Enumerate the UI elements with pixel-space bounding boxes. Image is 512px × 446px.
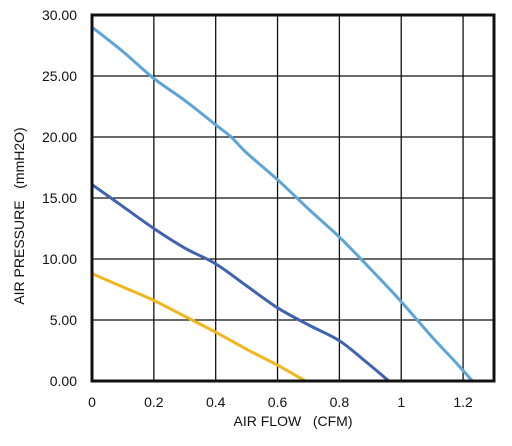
y-tick-label: 5.00 xyxy=(50,312,77,328)
series-line-2 xyxy=(90,183,391,383)
y-axis-ticks: 0.00 5.00 10.00 15.00 20.00 25.00 30.00 xyxy=(42,7,77,389)
y-tick-label: 25.00 xyxy=(42,68,77,84)
x-tick-label: 1.2 xyxy=(453,394,473,410)
x-tick-label: 1 xyxy=(397,394,405,410)
x-axis-ticks: 0 0.2 0.4 0.6 0.8 1 1.2 xyxy=(88,394,473,410)
y-tick-label: 20.00 xyxy=(42,129,77,145)
series-lines xyxy=(90,25,474,383)
y-tick-label: 30.00 xyxy=(42,7,77,23)
x-tick-label: 0.6 xyxy=(268,394,288,410)
x-tick-label: 0 xyxy=(88,394,96,410)
y-tick-label: 0.00 xyxy=(50,373,77,389)
grid-lines xyxy=(92,15,494,381)
y-axis-title: AIR PRESSURE (mmH2O) xyxy=(11,127,27,304)
x-tick-label: 0.2 xyxy=(144,394,164,410)
series-line-1 xyxy=(90,25,474,383)
series-line-3 xyxy=(90,272,307,383)
x-tick-label: 0.4 xyxy=(206,394,226,410)
x-tick-label: 0.8 xyxy=(330,394,350,410)
x-axis-title: AIR FLOW (CFM) xyxy=(234,413,353,429)
plot-frame xyxy=(90,13,496,383)
y-tick-label: 10.00 xyxy=(42,251,77,267)
y-tick-label: 15.00 xyxy=(42,190,77,206)
